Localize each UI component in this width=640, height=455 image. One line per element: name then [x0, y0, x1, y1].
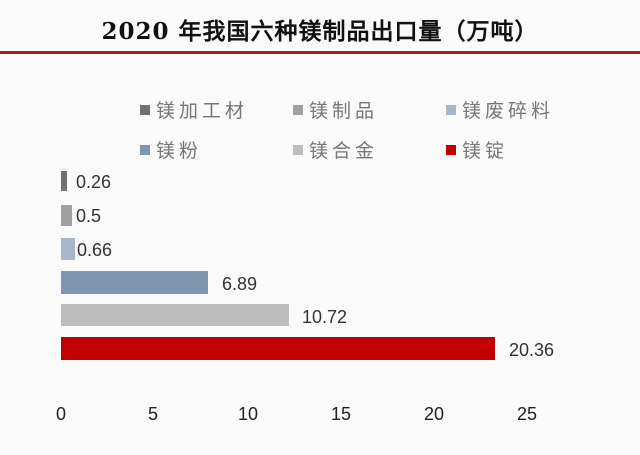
x-tick: 10	[237, 404, 259, 424]
legend-swatch-icon	[293, 144, 303, 155]
legend-label: 镁合金	[309, 140, 379, 162]
x-tick: 5	[147, 404, 159, 424]
bar-products	[61, 205, 72, 226]
x-tick: 15	[330, 404, 352, 424]
value-label: 10.72	[302, 307, 348, 327]
legend-swatch-icon	[446, 104, 456, 115]
legend-label: 镁锭	[462, 140, 509, 162]
bar-alloy	[61, 304, 289, 326]
bar-powder	[61, 271, 208, 294]
x-tick: 0	[55, 404, 67, 424]
legend-label: 镁粉	[156, 140, 203, 162]
value-label: 6.89	[222, 274, 258, 294]
value-label: 0.5	[76, 206, 102, 226]
legend-swatch-icon	[446, 144, 456, 155]
x-tick: 20	[423, 404, 445, 424]
legend-label: 镁制品	[309, 100, 379, 122]
legend-item-alloy: 镁合金	[293, 136, 378, 163]
value-label: 0.66	[77, 240, 113, 260]
bar-ingot	[61, 337, 495, 360]
legend-label: 镁加工材	[156, 100, 249, 122]
legend-swatch-icon	[293, 104, 303, 115]
chart-title: 2020 年我国六种镁制品出口量（万吨）	[101, 18, 539, 45]
legend-swatch-icon	[140, 104, 150, 115]
value-label: 0.26	[76, 172, 112, 192]
title-divider	[0, 51, 640, 54]
legend-label: 镁废碎料	[462, 100, 555, 122]
legend-item-powder: 镁粉	[140, 136, 202, 163]
legend-item-products: 镁制品	[293, 96, 378, 123]
value-label: 20.36	[509, 340, 555, 360]
x-tick: 25	[516, 404, 538, 424]
bar-processed-material	[61, 171, 67, 191]
legend-item-scrap: 镁废碎料	[446, 96, 554, 123]
bar-scrap	[61, 238, 75, 260]
legend-swatch-icon	[140, 144, 150, 155]
legend-item-ingot: 镁锭	[446, 136, 508, 163]
legend-item-processed-material: 镁加工材	[140, 96, 248, 123]
